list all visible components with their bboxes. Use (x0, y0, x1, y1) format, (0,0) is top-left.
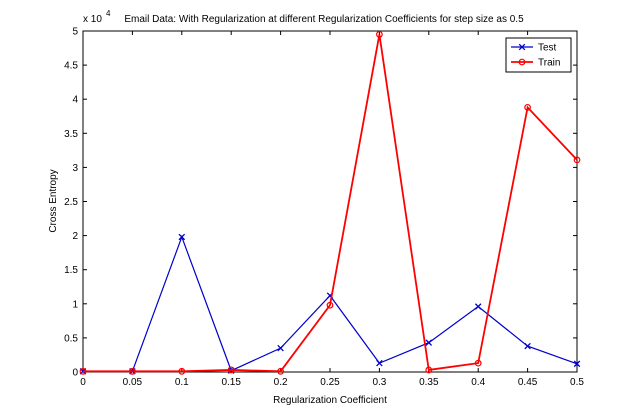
y-multiplier: x 10 4 (83, 9, 111, 25)
x-axis-label: Regularization Coefficient (273, 395, 387, 406)
series-train-point (227, 366, 235, 374)
legend-box (505, 37, 572, 73)
x-tick-label: 0.3 (372, 377, 386, 388)
y-multiplier-exponent: 4 (106, 9, 111, 18)
y-tick-label: 3 (72, 163, 78, 174)
legend-test-point (518, 43, 526, 51)
series-test (79, 233, 581, 375)
x-tick-label: 0.4 (471, 377, 485, 388)
y-tick-label: 2.5 (64, 197, 78, 208)
series-test-point (524, 342, 531, 350)
x-tick-label: 0.2 (274, 377, 288, 388)
series-test-point-stroke (524, 342, 531, 350)
series-train-point (524, 103, 531, 111)
x-tick-label: 0.05 (123, 377, 143, 388)
x-tick-label: 0.5 (570, 377, 584, 388)
legend-train-point (518, 58, 526, 66)
y-tick-label: 4 (72, 95, 78, 106)
axes-box (82, 30, 578, 373)
series-test-point-stroke (277, 344, 284, 352)
series-train-point (425, 366, 433, 374)
series-test-point-stroke (178, 233, 186, 241)
series-train-point (573, 156, 581, 164)
legend-test-label: Test (538, 43, 557, 54)
series-test-point-stroke (376, 359, 383, 367)
x-tick-label: 0.35 (419, 377, 439, 388)
series-train-point (474, 359, 482, 367)
x-tick-label: 0.45 (518, 377, 538, 388)
series-train-point (376, 31, 383, 38)
y-tick-label: 0.5 (64, 333, 78, 344)
series-test-point (376, 359, 383, 367)
y-tick-label: 2 (72, 231, 78, 242)
series-train-line (83, 34, 578, 373)
legend-test-point-stroke (518, 43, 526, 51)
series-layer (79, 31, 581, 375)
series-test-point-stroke (573, 360, 581, 368)
x-tick-label: 0.1 (175, 377, 189, 388)
series-test-point (474, 303, 482, 310)
y-axis-label: Cross Entropy (48, 169, 59, 232)
series-test-point (425, 339, 433, 346)
x-tick-label: 0.25 (320, 377, 340, 388)
x-tick-label: 0 (80, 377, 86, 388)
y-tick-label: 3.5 (64, 129, 78, 140)
series-test-point (277, 344, 284, 352)
series-train-point (277, 367, 285, 375)
series-train-point (326, 301, 334, 309)
series-train-point (128, 367, 136, 375)
series-train-point (178, 367, 186, 375)
series-test-point (573, 360, 581, 368)
axis-ticks: 0 0.05 0.1 0.15 0.2 0.25 0.3 0.35 0.4 0.45 0.5 0 0.5… (64, 27, 584, 389)
series-train-point (79, 367, 87, 375)
series-test-point-stroke (425, 339, 433, 346)
x-tick-label: 0.15 (221, 377, 241, 388)
y-tick-label: 0 (72, 368, 78, 379)
legend: Test Train (505, 37, 572, 73)
y-tick-label: 5 (72, 27, 78, 38)
y-tick-label: 1.5 (64, 265, 78, 276)
legend-train-label: Train (538, 58, 560, 69)
y-tick-label: 1 (72, 299, 78, 310)
series-test-point-stroke (474, 303, 482, 310)
series-test-point (178, 233, 186, 241)
legend-train-item: Train (511, 58, 560, 69)
legend-test-item: Test (511, 43, 557, 54)
series-train (79, 31, 581, 375)
plot-area (82, 30, 578, 373)
chart-title: Email Data: With Regularization at diffe… (124, 14, 524, 25)
y-multiplier-label: x 10 (83, 14, 102, 25)
y-tick-label: 4.5 (64, 61, 78, 72)
